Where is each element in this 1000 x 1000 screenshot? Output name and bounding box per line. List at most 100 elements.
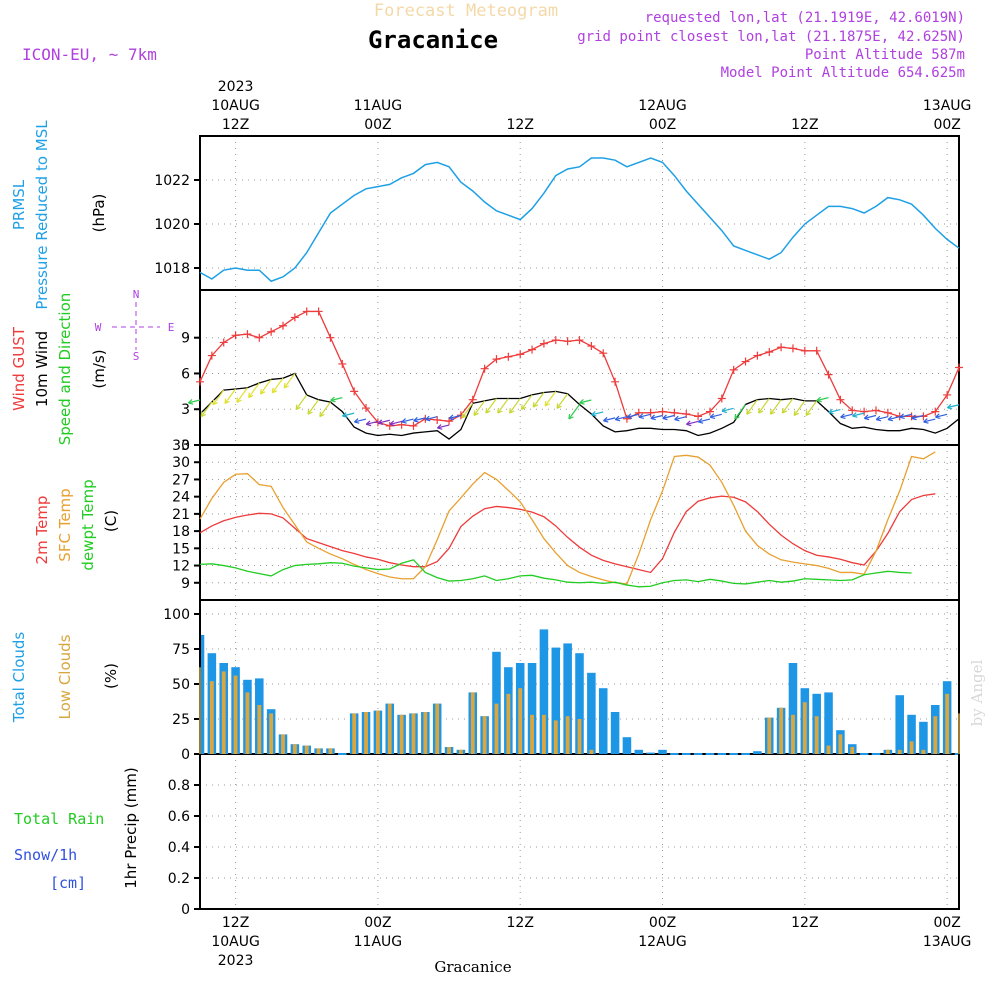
wind-arrow — [627, 413, 639, 418]
wind-gust-marker — [943, 390, 952, 399]
wind-gust-marker — [338, 359, 347, 368]
wind-arrow — [260, 379, 272, 395]
time-axis-label: 00Z — [933, 915, 960, 931]
wind-arrow — [911, 414, 924, 419]
wind-arrow — [579, 399, 592, 404]
low-cloud-bar — [850, 747, 855, 754]
wind-arrowhead — [769, 409, 776, 415]
wind-arrow — [520, 394, 533, 410]
clouds-ytick-label: 0 — [181, 747, 190, 763]
degc-unit: (C) — [102, 510, 120, 532]
total-cloud-bar — [753, 751, 762, 754]
clouds-ytick-label: 75 — [172, 642, 190, 658]
time-axis-label: 11AUG — [354, 98, 403, 114]
wind-arrow — [793, 400, 806, 416]
low-cloud-bar — [316, 748, 321, 754]
bottom-time-axis: 12Z 10AUG 2023 00Z 11AUG 12Z 00Z 12AUG 12Z 00Z 13A… — [211, 915, 971, 969]
wind-gust-marker — [350, 387, 359, 396]
wind-arrowhead — [923, 418, 929, 424]
low-cloud-bar — [791, 714, 795, 754]
low-cloud-bar — [399, 714, 404, 754]
low-cloud-bar — [589, 749, 594, 754]
low-cloud-bar — [447, 747, 451, 754]
wind-arrowhead — [626, 413, 633, 420]
wind-arrowhead — [674, 415, 680, 422]
low-cloud-bar — [945, 693, 950, 754]
wind-gust-marker — [314, 307, 323, 316]
pressure-ytick-label: 1020 — [154, 217, 190, 233]
wind-arrowhead — [448, 414, 455, 421]
wind-arrowhead — [758, 408, 764, 414]
low-cloud-bar — [909, 741, 914, 754]
svg-text:(hPa): (hPa) — [90, 194, 108, 233]
wind-arrow — [887, 416, 900, 421]
low-cloud-bar — [577, 719, 582, 754]
compass-south: S — [133, 350, 140, 363]
low-cloud-bar — [423, 712, 428, 754]
wind-gust-marker — [682, 410, 691, 418]
wind10-label: 10m Wind — [33, 331, 51, 407]
wind-gust-marker — [788, 344, 797, 353]
wind-gust-marker — [492, 355, 501, 364]
wind-gust-marker — [302, 307, 311, 316]
total-cloud-bar — [658, 749, 667, 754]
low-cloud-bar — [281, 734, 285, 754]
precipitation-ytick-label: 0.6 — [168, 809, 190, 825]
wind-arrow — [236, 387, 248, 403]
wind-gust-marker — [883, 408, 892, 417]
low-cloud-bar — [387, 703, 392, 754]
low-cloud-bar — [802, 702, 807, 754]
low-cloud-bar — [199, 667, 201, 754]
wind-gust-marker — [207, 351, 216, 360]
low-cloud-bar — [958, 713, 960, 754]
svg-text:SFC Temp: SFC Temp — [56, 488, 74, 561]
low-cloud-bar — [518, 688, 523, 754]
wind-arrowhead — [887, 415, 894, 422]
wind-gust-marker — [931, 407, 940, 416]
chart-title: Forecast Meteogram — [374, 1, 558, 21]
svg-text:10m Wind: 10m Wind — [33, 331, 51, 407]
low-cloud-bar — [542, 714, 546, 754]
svg-text:Low Clouds: Low Clouds — [56, 634, 74, 719]
time-axis-label: 2023 — [218, 79, 254, 95]
time-axis-label: 13AUG — [923, 98, 972, 114]
svg-text:PRMSL: PRMSL — [10, 179, 28, 230]
wind-arrow — [330, 397, 343, 402]
wind-arrow — [200, 401, 213, 417]
wind-gust-marker — [231, 331, 240, 340]
wind-arrowhead — [911, 414, 917, 421]
wind-gust-marker — [279, 321, 288, 330]
wind-arrowhead — [401, 418, 407, 424]
temperature-ytick-label: 24 — [172, 490, 190, 506]
total-cloud-bar — [634, 749, 644, 754]
wind-gust-marker — [777, 343, 786, 352]
wind-arrow — [674, 416, 687, 421]
wind-arrow — [188, 399, 201, 404]
wind-ytick-label: 0 — [181, 438, 190, 454]
total-cloud-bar — [895, 695, 904, 754]
wind-arrow — [354, 418, 367, 423]
wind-arrow — [377, 419, 390, 424]
wind-gust-marker — [468, 395, 477, 404]
wind-arrowhead — [353, 418, 360, 424]
sfc-label: SFC Temp — [56, 488, 74, 561]
wind-arrowhead — [485, 408, 491, 414]
wind-arrowhead — [946, 403, 953, 410]
total-cloud-bar — [551, 647, 561, 754]
wind-arrowhead — [805, 410, 811, 416]
precipitation-frame — [199, 753, 960, 910]
wind-arrowhead — [614, 415, 621, 422]
wind-arrowhead — [746, 409, 752, 415]
low-cloud-bar — [565, 716, 570, 754]
low-cloud-bar — [245, 692, 250, 754]
wind-arrow — [271, 377, 284, 394]
dewpt-line — [199, 559, 912, 588]
time-axis-label: 12AUG — [638, 934, 687, 950]
wind-gust-marker — [267, 327, 276, 336]
wind-gust-marker — [622, 414, 631, 423]
low-cloud-bar — [470, 692, 475, 754]
low-cloud-bar — [494, 703, 499, 754]
wind-arrowhead — [650, 414, 656, 421]
wind-gust-marker — [800, 346, 809, 355]
wind-arrow — [698, 418, 711, 423]
